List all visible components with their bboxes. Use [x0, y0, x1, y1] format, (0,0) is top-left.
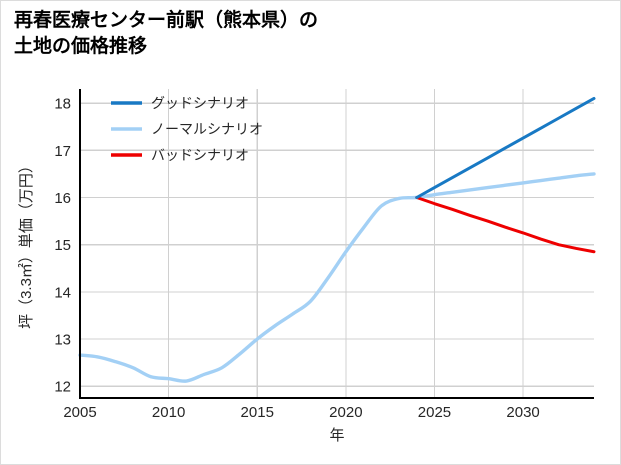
y-tick-label-17: 17 — [54, 143, 71, 160]
x-tick-label-2030: 2030 — [506, 404, 539, 421]
y-axis-title: 坪（3.3㎡）単価（万円） — [18, 158, 35, 329]
y-tick-label-13: 13 — [54, 332, 71, 349]
x-tick-label-2010: 2010 — [152, 404, 185, 421]
legend-label-good: グッドシナリオ — [151, 95, 249, 111]
y-tick-label-18: 18 — [54, 96, 71, 113]
x-tick-label-2020: 2020 — [329, 404, 362, 421]
y-tick-label-12: 12 — [54, 379, 71, 396]
x-tick-label-2005: 2005 — [63, 404, 96, 421]
x-tick-label-2025: 2025 — [418, 404, 451, 421]
x-axis-title: 年 — [329, 427, 344, 444]
x-tick-label-2015: 2015 — [241, 404, 274, 421]
axis-titles: 年 坪（3.3㎡）単価（万円） — [18, 158, 345, 444]
axis-spines — [78, 89, 594, 400]
y-tick-label-16: 16 — [54, 190, 71, 207]
legend-label-bad: バッドシナリオ — [151, 147, 249, 163]
y-tick-labels: 12 13 14 15 16 17 18 — [54, 96, 71, 396]
series-line-normal — [78, 172, 596, 383]
y-tick-label-15: 15 — [54, 237, 71, 254]
x-tick-labels: 2005 2010 2015 2020 2025 2030 — [63, 404, 539, 421]
series-group — [78, 96, 596, 383]
chart-title: 再春医療センター前駅（熊本県）の 土地の価格推移 — [14, 10, 319, 57]
series-line-good — [415, 96, 596, 199]
legend-label-normal: ノーマルシナリオ — [151, 121, 263, 137]
y-tick-label-14: 14 — [54, 284, 71, 301]
series-line-bad — [415, 196, 596, 254]
